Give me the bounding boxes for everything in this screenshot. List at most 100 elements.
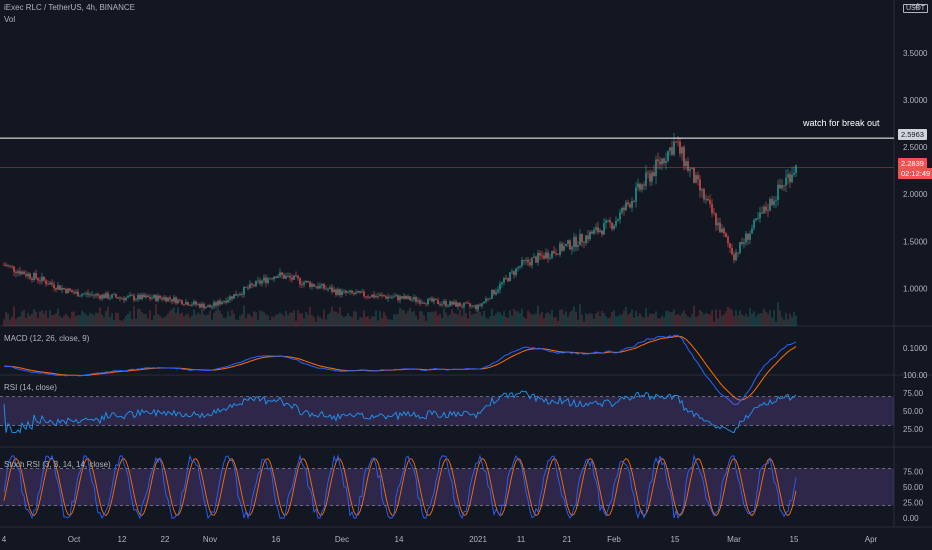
price-axis-label: 2.5000 [903, 143, 928, 152]
volume-bar [577, 319, 579, 326]
volume-bar [395, 314, 397, 326]
volume-bar [31, 313, 33, 326]
volume-bar [53, 315, 55, 326]
volume-bar [771, 317, 773, 326]
candle-body [549, 257, 551, 259]
rsi-axis-label: 25.00 [903, 425, 924, 434]
volume-bar [283, 316, 285, 326]
candle-body [715, 213, 717, 226]
candle-body [425, 303, 427, 305]
volume-bar [129, 311, 131, 326]
candle-body [787, 174, 789, 178]
candle-body [371, 294, 373, 298]
volume-bar [187, 313, 189, 326]
time-axis-label: 22 [161, 535, 170, 544]
candle-body [575, 237, 577, 247]
volume-bar [269, 320, 271, 326]
volume-bar [479, 312, 481, 326]
volume-bar [337, 313, 339, 326]
volume-bar [543, 318, 545, 326]
candle-body [143, 294, 145, 298]
volume-bar [773, 310, 775, 326]
candle-body [349, 290, 351, 293]
candle-body [683, 146, 685, 167]
candle-body [71, 290, 73, 293]
volume-bar [255, 312, 257, 326]
volume-bar [115, 312, 117, 326]
candle-body [127, 296, 129, 298]
volume-bar [341, 315, 343, 326]
volume-bar [611, 311, 613, 326]
volume-bar [209, 310, 211, 326]
volume-bar [109, 317, 111, 326]
candle-body [491, 290, 493, 299]
volume-bar [133, 305, 135, 326]
volume-bar [199, 314, 201, 326]
volume-bar [411, 311, 413, 326]
volume-bar [225, 317, 227, 326]
candle-body [181, 300, 183, 305]
rsi-title: RSI (14, close) [4, 383, 57, 392]
volume-bar [273, 317, 275, 326]
candle-body [321, 283, 323, 286]
volume-bar [429, 312, 431, 326]
candle-body [521, 259, 523, 266]
candle-body [795, 165, 797, 174]
volume-bar [143, 314, 145, 326]
candle-body [323, 283, 325, 289]
volume-bar [85, 314, 87, 326]
candle-body [209, 305, 211, 308]
volume-bar [677, 313, 679, 326]
candle-body [709, 200, 711, 204]
volume-bar [621, 314, 623, 326]
volume-bar [111, 313, 113, 326]
volume-bar [317, 315, 319, 326]
candle-body [319, 285, 321, 289]
volume-bar [593, 318, 595, 326]
volume-bar [639, 313, 641, 326]
time-axis-label: Apr [865, 535, 878, 544]
volume-bar [685, 314, 687, 326]
volume-bar [69, 318, 71, 326]
candle-body [595, 227, 597, 230]
candle-body [33, 273, 35, 280]
volume-bar [483, 310, 485, 326]
volume-bar [309, 307, 311, 326]
volume-bar [613, 310, 615, 326]
volume-bar [311, 314, 313, 326]
candle-body [527, 259, 529, 263]
volume-bar [513, 308, 515, 326]
candle-body [417, 300, 419, 302]
candle-body [207, 305, 209, 307]
volume-bar [207, 314, 209, 326]
stoch-axis-label: 75.00 [903, 468, 924, 477]
candle-body [719, 222, 721, 233]
stoch-k-line [3, 454, 797, 520]
currency-badge[interactable]: USDT [903, 4, 929, 13]
candle-body [779, 184, 781, 189]
candle-body [217, 300, 219, 306]
candle-body [447, 305, 449, 307]
candle-body [531, 257, 533, 266]
bar-countdown: 02:12:49 [898, 168, 932, 179]
candle-body [477, 304, 479, 310]
volume-bar [449, 314, 451, 326]
volume-bar [107, 306, 109, 326]
volume-bar [719, 309, 721, 326]
volume-bar [327, 314, 329, 326]
volume-bar [711, 310, 713, 326]
volume-bar [37, 318, 39, 326]
volume-bar [197, 312, 199, 326]
candle-body [189, 305, 191, 307]
candle-body [559, 243, 561, 255]
candle-body [373, 294, 375, 298]
candle-body [785, 177, 787, 186]
candle-body [365, 296, 367, 298]
candle-body [495, 291, 497, 295]
volume-bar [373, 316, 375, 326]
volume-bar [83, 312, 85, 326]
volume-bar [737, 315, 739, 326]
candle-body [389, 296, 391, 298]
candle-body [395, 295, 397, 297]
